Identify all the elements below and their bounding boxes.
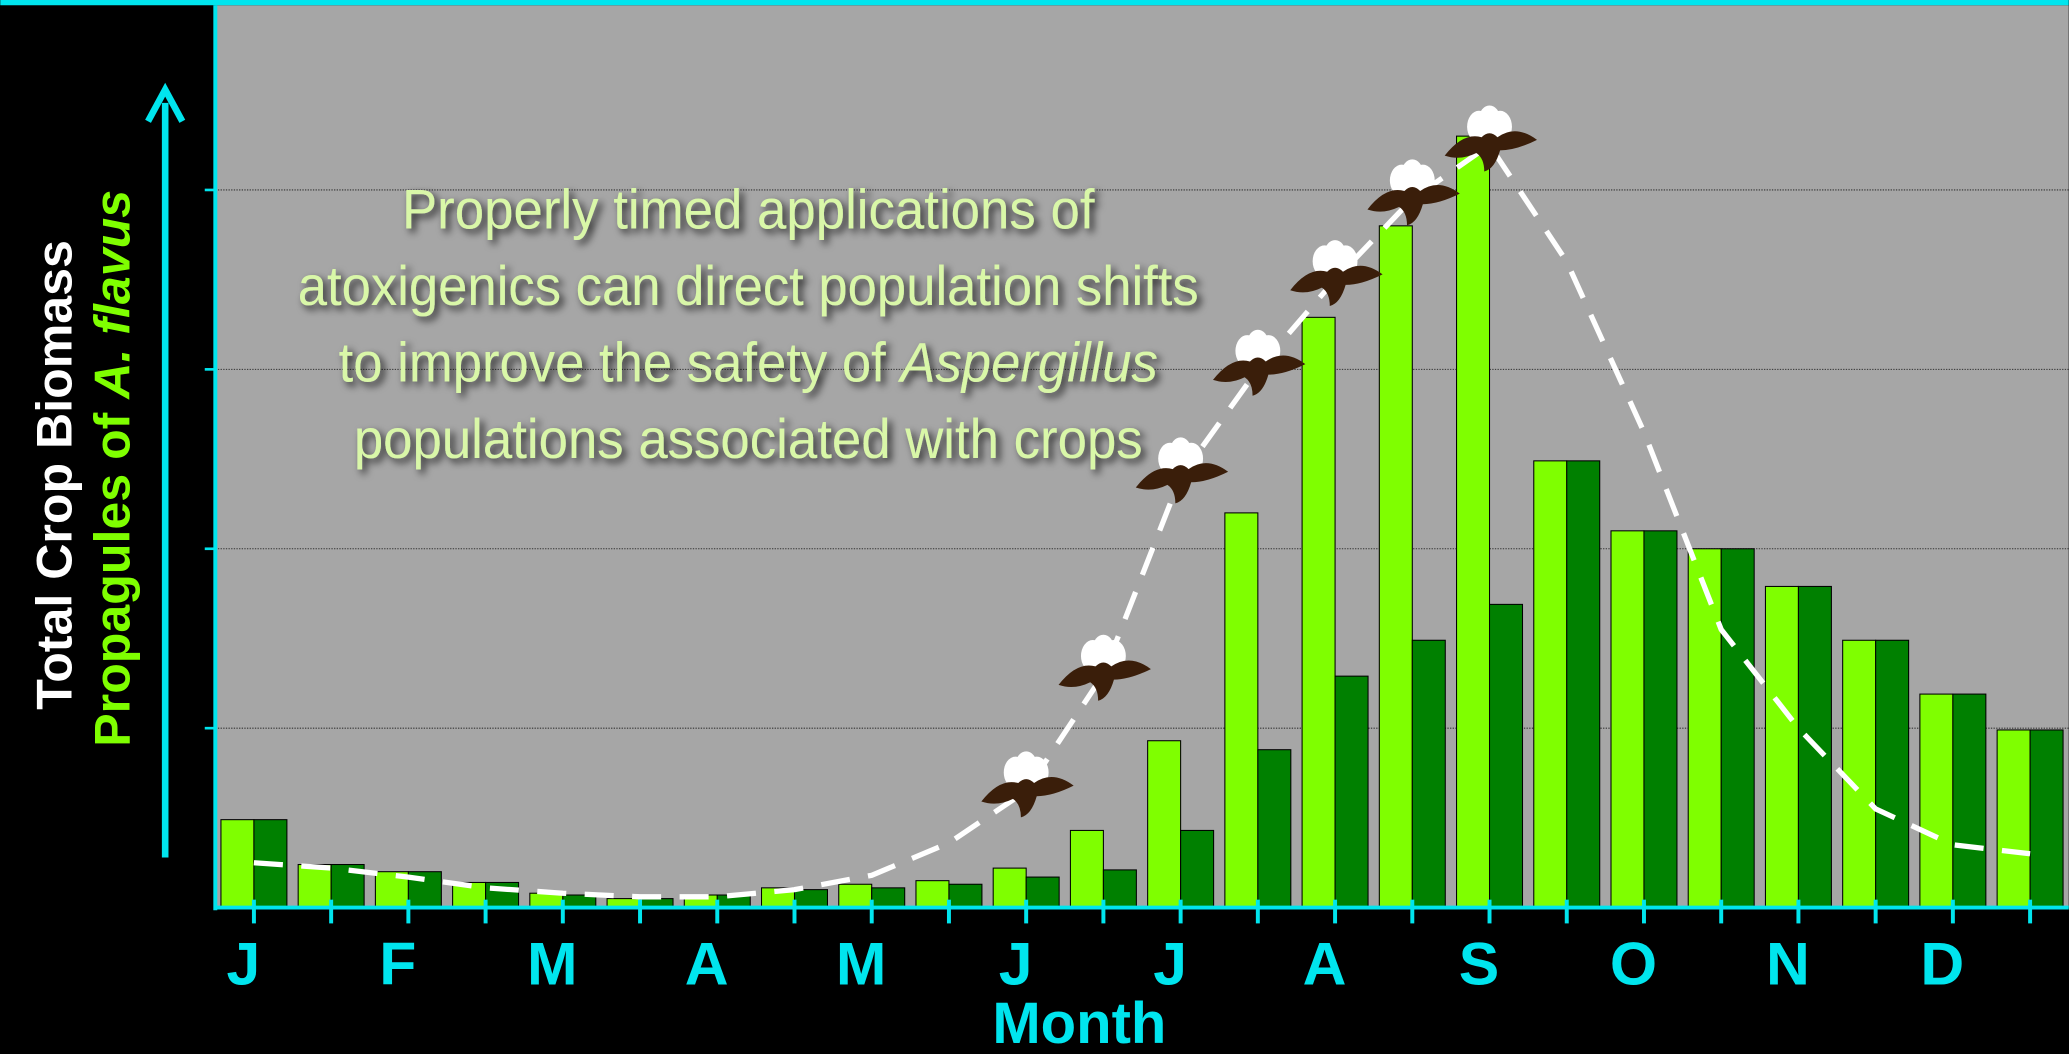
- x-tick-label: F: [379, 929, 416, 997]
- bar: [220, 819, 255, 909]
- bar: [838, 883, 873, 909]
- bar: [1996, 729, 2031, 909]
- bar: [1566, 460, 1601, 909]
- boll-bract: [1367, 185, 1460, 226]
- line: [253, 141, 2031, 900]
- y-label-2: Propagules of A. flavus: [85, 190, 141, 747]
- plot-area: [215, 5, 2069, 908]
- x-tick-label: D: [1920, 929, 1964, 997]
- boll-bract: [1212, 355, 1306, 396]
- annotation-line: populations associated with crops: [354, 408, 1143, 470]
- x-tick-label: M: [836, 929, 887, 997]
- x-tick-label: M: [527, 929, 578, 997]
- bar: [1610, 530, 1645, 909]
- x-tick-label: J: [999, 929, 1033, 997]
- bar: [1069, 829, 1104, 909]
- cotton-boll: [1058, 634, 1151, 701]
- bar: [1180, 829, 1215, 909]
- boll-fluff: [1170, 437, 1192, 464]
- bar: [1411, 639, 1446, 909]
- cotton-boll: [1212, 329, 1306, 396]
- bar: [992, 867, 1027, 909]
- bar: [1025, 876, 1060, 909]
- annotation-text: to improve the safety of: [339, 331, 901, 393]
- bar: [1764, 585, 1799, 909]
- annotation-line: to improve the safety of Aspergillus: [339, 331, 1158, 393]
- cotton-boll: [1290, 240, 1383, 307]
- x-tick-label: S: [1459, 929, 1499, 997]
- cotton-boll: [981, 751, 1074, 818]
- x-tick-label: A: [685, 929, 729, 997]
- x-tick-label: A: [1303, 929, 1347, 997]
- bar: [793, 889, 829, 909]
- bar: [1643, 530, 1678, 909]
- bar: [2029, 729, 2064, 909]
- bar: [1533, 460, 1568, 909]
- boll-fluff: [1401, 159, 1423, 186]
- annotation-line: atoxigenics can direct population shifts: [298, 255, 1199, 317]
- bar: [1919, 693, 1954, 909]
- bar: [1456, 135, 1491, 909]
- boll-fluff: [1247, 329, 1269, 357]
- boll-bract: [1290, 265, 1383, 307]
- bar: [1224, 512, 1259, 909]
- bar: [871, 887, 906, 909]
- bar: [1378, 225, 1413, 909]
- bar: [948, 883, 983, 909]
- annotation: Properly timed applications of atoxigeni…: [298, 178, 1199, 470]
- x-tick-label: N: [1766, 929, 1810, 997]
- bar: [1842, 639, 1877, 909]
- boll-bract: [981, 777, 1074, 818]
- bar: [1687, 548, 1722, 909]
- bar: [915, 880, 950, 909]
- boll-fluff: [1015, 751, 1037, 778]
- y-label: Total Crop Biomass: [27, 240, 83, 710]
- bar: [297, 863, 332, 909]
- boll-fluff: [1092, 634, 1114, 662]
- x-label: Month: [992, 991, 1166, 1054]
- bar: [1720, 548, 1755, 909]
- y-label-2-italic: A. flavus: [85, 190, 141, 401]
- boll-fluff: [1478, 105, 1501, 132]
- cotton-boll: [1444, 105, 1538, 172]
- cotton-boll: [1367, 159, 1460, 226]
- bar: [1875, 639, 1910, 909]
- bar: [1952, 693, 1987, 909]
- y-arrow-head: [145, 82, 186, 123]
- bar: [1301, 316, 1336, 909]
- bars: [220, 135, 2064, 909]
- boll-bract: [1058, 660, 1151, 701]
- boll-bract: [1444, 131, 1538, 172]
- cotton-boll: [1135, 437, 1229, 504]
- bar: [1257, 749, 1292, 909]
- annotation-italic: Aspergillus: [898, 331, 1158, 393]
- bar: [1334, 675, 1369, 909]
- lines: [253, 105, 2031, 900]
- x-tick-label: J: [226, 929, 260, 997]
- grid: [204, 188, 2069, 730]
- y-label-2-text: Propagules of: [85, 399, 141, 747]
- x-tick-label: O: [1610, 929, 1657, 997]
- boll-fluff: [1324, 240, 1346, 267]
- bar: [1147, 740, 1182, 909]
- boll-bract: [1135, 463, 1229, 504]
- annotation-line: Properly timed applications of: [402, 178, 1095, 240]
- x-tick-label: J: [1153, 929, 1187, 997]
- bar: [1488, 603, 1524, 909]
- bar: [1102, 869, 1137, 909]
